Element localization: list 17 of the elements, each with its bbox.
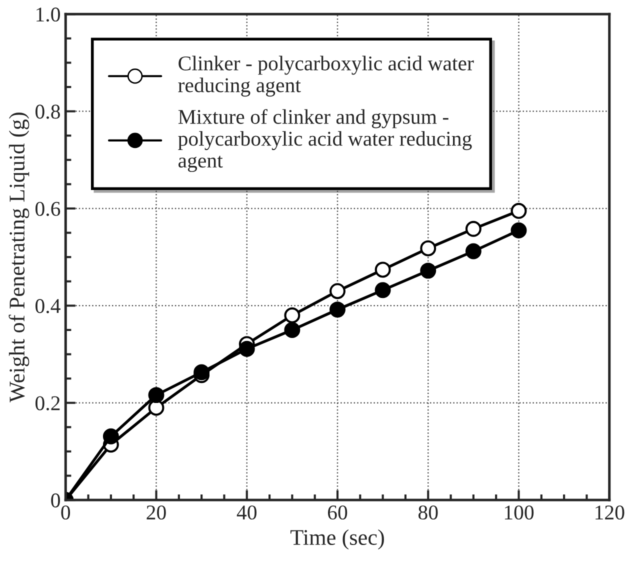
x-tick-label: 40	[236, 505, 256, 520]
x-axis-title: Time (sec)	[290, 529, 384, 550]
y-tick-label: 0.2	[36, 396, 60, 410]
y-tick-label: 0.8	[36, 104, 60, 119]
y-axis-title: Weight of Penetrating Liquid (g)	[8, 112, 30, 402]
x-tick-label: 0	[61, 505, 70, 520]
y-tick-label: 0	[51, 493, 60, 508]
y-tick-label: 0.4	[36, 299, 60, 314]
x-tick-label: 20	[146, 505, 166, 520]
y-tick-label: 1.0	[36, 8, 60, 22]
x-tick-label: 100	[504, 505, 534, 520]
legend-label: Mixture of clinker and gypsum - polycarboxylic acid water reducing agent	[178, 109, 472, 172]
legend-label: Clinker - polycarboxylic acid water reducing agent	[178, 56, 474, 97]
x-tick-label: 60	[328, 505, 348, 520]
y-tick-label: 0.6	[36, 202, 60, 216]
x-tick-label: 80	[418, 505, 438, 520]
x-tick-label: 120	[596, 505, 624, 520]
